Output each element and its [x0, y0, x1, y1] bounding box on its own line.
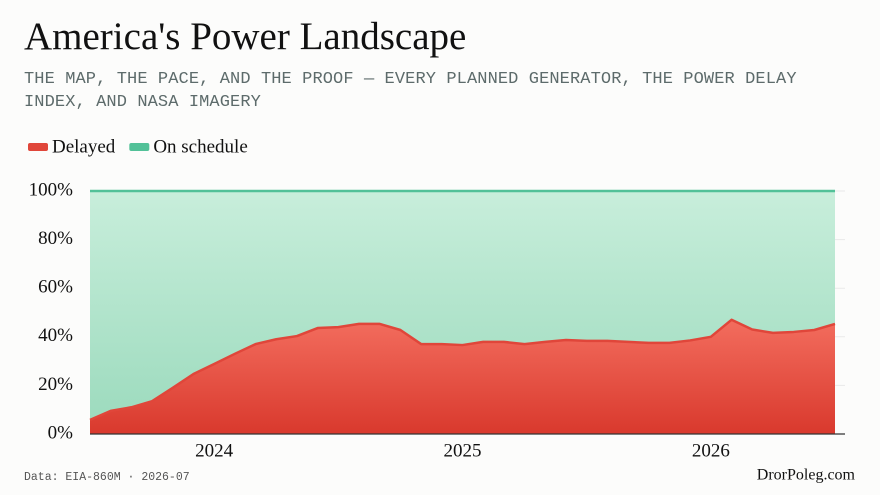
legend-swatch — [28, 143, 48, 151]
y-tick-label: 0% — [48, 422, 74, 443]
area — [90, 319, 835, 434]
chart-title: America's Power Landscape — [24, 15, 467, 58]
chart-subtitle: THE MAP, THE PACE, AND THE PROOF — EVERY… — [24, 70, 797, 112]
legend-swatch — [129, 143, 150, 151]
area — [90, 191, 835, 420]
y-tick-label: 20% — [38, 374, 73, 395]
line — [89, 318, 836, 422]
source: Data: EIA-860M · 2026-07 — [24, 471, 190, 484]
y-tick-label: 40% — [38, 325, 73, 346]
credit: DrorPoleg.com — [757, 467, 856, 484]
x-tick-label: 2024 — [195, 440, 234, 461]
legend-label: Delayed — [52, 136, 116, 157]
legend-label: On schedule — [153, 136, 247, 157]
x-tick-label: 2025 — [444, 440, 482, 461]
y-tick-label: 80% — [38, 228, 73, 249]
y-tick-label: 100% — [29, 179, 74, 200]
y-tick-label: 60% — [38, 277, 73, 298]
x-tick-label: 2026 — [692, 440, 730, 461]
